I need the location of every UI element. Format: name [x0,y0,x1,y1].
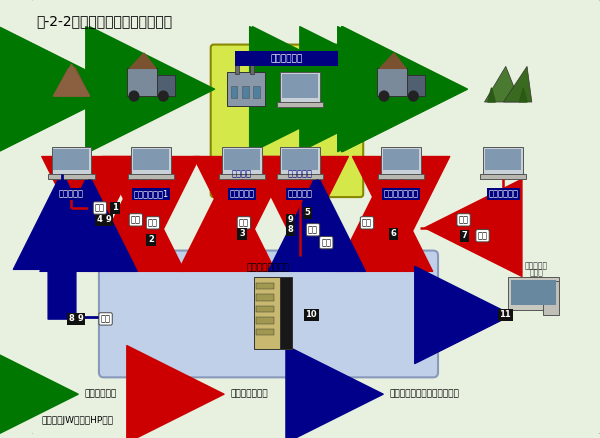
FancyBboxPatch shape [31,0,600,435]
Text: 8: 8 [68,314,74,323]
Text: 登録: 登録 [321,238,331,247]
Polygon shape [380,53,406,68]
Text: 1: 1 [112,204,118,212]
Bar [256,306,274,312]
Bar [256,317,274,324]
Bar [230,86,238,98]
Text: 排出事業者: 排出事業者 [59,190,84,198]
Text: 情報処理センター: 情報処理センター [247,263,290,272]
Bar [254,277,280,349]
Bar [484,147,523,174]
Bar [133,148,169,170]
Text: 序-2-2図　電子マニフェスト制度: 序-2-2図 電子マニフェスト制度 [37,14,173,28]
Text: 通知: 通知 [131,215,141,224]
Text: 5: 5 [304,208,310,217]
Polygon shape [488,88,496,102]
Bar [222,147,262,174]
Bar [53,148,89,170]
Circle shape [379,91,389,101]
Text: 6: 6 [391,229,397,238]
Bar [481,174,526,179]
Bar [383,148,419,170]
Text: 2: 2 [148,235,154,244]
Text: 報告: 報告 [239,218,249,227]
Polygon shape [520,88,527,102]
Text: 報告: 報告 [478,231,488,240]
Text: 排出事業者: 排出事業者 [287,170,312,179]
Bar [49,174,95,179]
Bar [508,277,559,310]
FancyBboxPatch shape [99,251,438,378]
Bar [157,75,175,96]
Bar [242,86,249,98]
Bar [511,280,556,304]
Bar [407,75,425,96]
Bar [282,148,318,170]
Circle shape [409,91,418,101]
Text: 10: 10 [305,311,317,319]
Bar [378,174,424,179]
Text: 報告: 報告 [458,215,469,224]
Text: 11: 11 [499,311,511,319]
Bar [282,74,318,98]
Text: 情報処理センターからの通知: 情報処理センターからの通知 [390,390,460,399]
Bar [280,72,320,102]
Bar [253,86,260,98]
Text: 通知: 通知 [308,225,318,234]
Bar [277,174,323,179]
Circle shape [158,91,168,101]
Text: 電子情報の流れ: 電子情報の流れ [230,390,268,399]
Bar [280,147,320,174]
Bar [235,50,338,67]
Polygon shape [53,67,89,96]
Polygon shape [53,64,89,96]
Text: 最終処分業者: 最終処分業者 [488,190,518,198]
Text: 処分委託者: 処分委託者 [287,190,312,198]
Polygon shape [130,53,156,68]
Bar [131,147,171,174]
Text: 8: 8 [287,225,293,234]
Bar [256,328,274,335]
Text: 7: 7 [461,231,467,240]
Text: 報告: 報告 [362,218,372,227]
Text: 4: 4 [97,215,103,224]
FancyBboxPatch shape [211,45,363,197]
Text: 処分業者: 処分業者 [232,170,252,179]
Text: 9: 9 [106,215,111,224]
Bar [127,68,157,96]
Text: 都道府県・: 都道府県・ [525,261,548,270]
Text: 3: 3 [239,229,245,238]
Polygon shape [503,67,532,102]
Text: 中間処理業者: 中間処理業者 [271,54,302,63]
Text: 収集運搬業者1: 収集運搬業者1 [133,190,169,198]
Bar [256,283,274,290]
Text: 通知: 通知 [101,314,110,323]
Bar [235,62,239,74]
Bar [52,147,91,174]
Text: 政令市: 政令市 [530,269,544,278]
Circle shape [129,91,139,101]
Polygon shape [484,67,520,102]
Bar [277,102,323,107]
Text: 処分受託者: 処分受託者 [229,190,254,198]
Text: 登録: 登録 [95,204,105,212]
Bar [280,277,292,349]
Text: 収集運搬業者２: 収集運搬業者２ [383,190,419,198]
Bar [543,280,559,315]
Text: 報告: 報告 [148,218,158,227]
Bar [256,294,274,301]
Bar [485,148,521,170]
Bar [219,174,265,179]
Text: 廃棄物の流れ: 廃棄物の流れ [85,390,117,399]
Text: 9: 9 [287,215,293,224]
Bar [250,62,254,74]
Text: 9: 9 [77,314,83,323]
Bar [377,68,407,96]
Bar [128,174,174,179]
Bar [381,147,421,174]
Bar [227,72,265,106]
Text: （資料）JWネットHPより: （資料）JWネットHPより [41,417,113,425]
Bar [224,148,260,170]
